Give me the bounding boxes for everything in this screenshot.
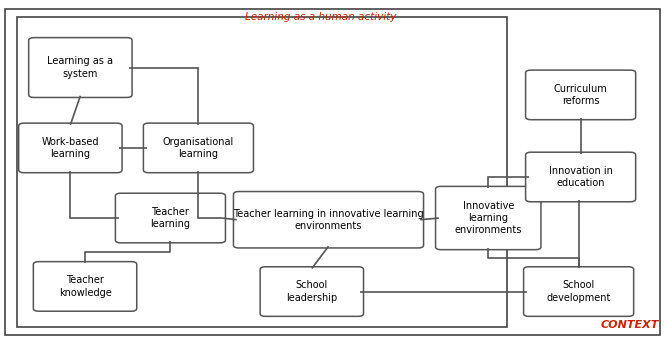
Text: Teacher learning in innovative learning
environments: Teacher learning in innovative learning …	[233, 209, 424, 231]
Text: Teacher
knowledge: Teacher knowledge	[59, 275, 111, 298]
FancyBboxPatch shape	[260, 267, 364, 316]
Text: School
development: School development	[546, 280, 611, 303]
Text: Learning as a human activity: Learning as a human activity	[245, 12, 397, 22]
Text: School
leadership: School leadership	[286, 280, 338, 303]
Text: Learning as a
system: Learning as a system	[47, 56, 113, 79]
Text: Innovation in
education: Innovation in education	[549, 166, 612, 188]
FancyBboxPatch shape	[524, 267, 634, 316]
FancyBboxPatch shape	[115, 193, 225, 243]
FancyBboxPatch shape	[233, 192, 424, 248]
Text: Teacher
learning: Teacher learning	[151, 207, 190, 229]
Text: Organisational
learning: Organisational learning	[163, 137, 234, 159]
Text: CONTEXT: CONTEXT	[600, 320, 659, 330]
FancyBboxPatch shape	[526, 152, 636, 202]
FancyBboxPatch shape	[526, 70, 636, 120]
FancyBboxPatch shape	[436, 186, 541, 250]
FancyBboxPatch shape	[19, 123, 122, 173]
FancyBboxPatch shape	[143, 123, 253, 173]
FancyBboxPatch shape	[29, 38, 132, 97]
Text: Curriculum
reforms: Curriculum reforms	[554, 84, 608, 106]
FancyBboxPatch shape	[33, 262, 137, 311]
Text: Work-based
learning: Work-based learning	[41, 137, 99, 159]
Text: Innovative
learning
environments: Innovative learning environments	[454, 201, 522, 235]
